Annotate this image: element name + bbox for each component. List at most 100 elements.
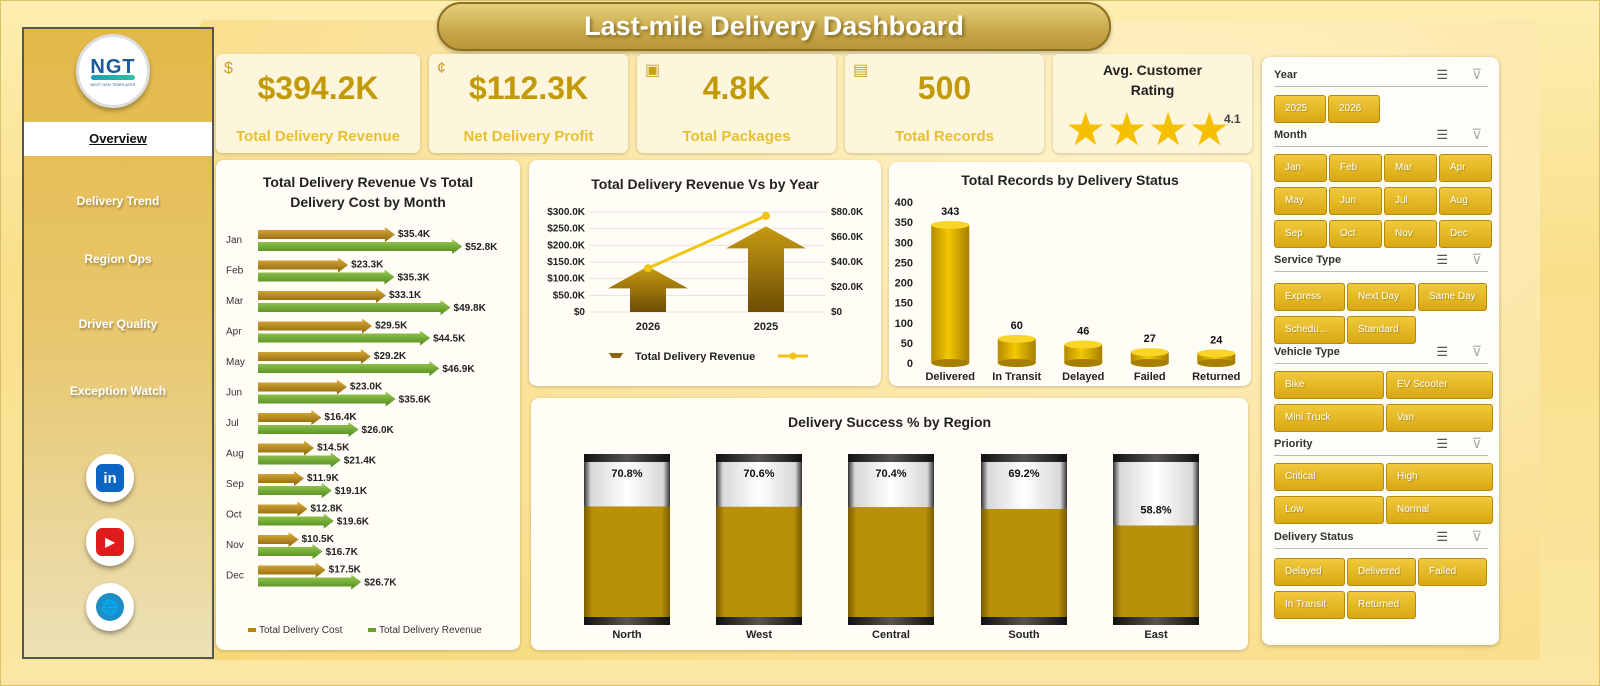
slicer-button[interactable]: Bike	[1274, 371, 1384, 399]
clear-filter-icon[interactable]: ⊽	[1471, 251, 1482, 267]
slicer-header: Delivery Status ☰ ⊽	[1274, 527, 1488, 549]
y-tick-label: 0	[907, 358, 913, 370]
star-icon: ★	[1188, 103, 1230, 155]
cost-data-label: $29.5K	[375, 321, 408, 332]
multi-select-icon[interactable]: ☰	[1436, 252, 1448, 267]
status-data-label: 46	[1077, 325, 1089, 337]
clear-filter-icon[interactable]: ⊽	[1471, 435, 1482, 451]
status-bar	[931, 224, 970, 363]
revenue-bar	[258, 361, 440, 376]
nav-driver-quality[interactable]: Driver Quality	[78, 317, 158, 331]
slicer-button[interactable]: Oct	[1329, 220, 1382, 248]
status-bar-base	[1197, 359, 1236, 367]
slicer-button[interactable]: 2026	[1328, 95, 1380, 123]
slicer-button[interactable]: Jan	[1274, 154, 1327, 182]
revenue-column	[726, 226, 806, 312]
cost-data-label: $35.4K	[398, 229, 431, 240]
clear-filter-icon[interactable]: ⊽	[1471, 126, 1482, 142]
revenue-bar	[258, 544, 323, 559]
nav-region-ops[interactable]: Region Ops	[84, 252, 152, 266]
region-bar	[1113, 525, 1199, 619]
slicer-button[interactable]: Delayed	[1274, 558, 1345, 586]
x-tick-label: Central	[872, 629, 910, 641]
region-cap-top	[981, 454, 1067, 462]
slicer-button[interactable]: Next Day	[1347, 283, 1416, 311]
revenue-data-label: $35.6K	[399, 395, 432, 406]
multi-select-icon[interactable]: ☰	[1436, 529, 1448, 544]
youtube-button[interactable]: ▶	[86, 518, 134, 566]
cost-bar	[258, 410, 322, 425]
slicer-button[interactable]: Failed	[1418, 558, 1487, 586]
revenue-bar	[258, 574, 362, 590]
line-series	[647, 214, 767, 270]
slicer-button[interactable]: Mini Truck	[1274, 404, 1384, 432]
logo-subtitle: NEXT GEN TEMPLATES	[90, 81, 136, 87]
slicer-button[interactable]: Mar	[1384, 154, 1437, 182]
slicer-button[interactable]: Jun	[1329, 187, 1382, 215]
records-icon: ▤	[853, 62, 869, 79]
revenue-bar	[258, 391, 396, 407]
slicer-button[interactable]: Dec	[1439, 220, 1492, 248]
region-cap-bottom	[981, 617, 1067, 625]
slicer-button[interactable]: High	[1386, 463, 1493, 491]
slicer-button[interactable]: Nov	[1384, 220, 1437, 248]
cost-data-label: $17.5K	[329, 565, 362, 576]
month-tick-label: Nov	[226, 540, 244, 551]
legend-cost-label: Total Delivery Cost	[259, 625, 343, 636]
clear-filter-icon[interactable]: ⊽	[1471, 528, 1482, 544]
slicer-button[interactable]: Apr	[1439, 154, 1492, 182]
clear-filter-icon[interactable]: ⊽	[1471, 66, 1482, 82]
multi-select-icon[interactable]: ☰	[1436, 344, 1448, 359]
nav-delivery-trend[interactable]: Delivery Trend	[76, 194, 160, 208]
chart-title: Total Delivery Revenue Vs by Year	[591, 176, 819, 192]
revenue-data-label: $49.8K	[454, 303, 487, 314]
y-left-tick-label: $0	[574, 307, 586, 318]
kpi-total-revenue: $ $394.2K Total Delivery Revenue	[216, 54, 420, 153]
slicer-button[interactable]: Standard	[1347, 316, 1416, 344]
kpi-total-packages: ▣ 4.8K Total Packages	[637, 54, 836, 153]
slicer-button[interactable]: Critical	[1274, 463, 1384, 491]
slicer-button[interactable]: Delivered	[1347, 558, 1416, 586]
revenue-bar	[258, 422, 359, 437]
slicer-button[interactable]: Schedu...	[1274, 316, 1345, 344]
multi-select-icon[interactable]: ☰	[1436, 436, 1448, 451]
website-button[interactable]: 🌐	[86, 583, 134, 631]
status-bar-top	[931, 220, 970, 229]
slicer-button[interactable]: Jul	[1384, 187, 1437, 215]
slicer-button[interactable]: Feb	[1329, 154, 1382, 182]
rating-stars: ★ ★ ★ ★	[1065, 106, 1230, 152]
cost-bar	[258, 349, 371, 364]
region-bar	[848, 507, 934, 619]
linkedin-icon: in	[96, 464, 124, 492]
slicer-button[interactable]: May	[1274, 187, 1327, 215]
region-data-label: 70.8%	[611, 468, 642, 480]
revenue-data-label: $26.0K	[362, 425, 395, 436]
y-right-tick-label: $20.0K	[831, 282, 864, 293]
slicer-button[interactable]: 2025	[1274, 95, 1326, 123]
nav-exception-watch[interactable]: Exception Watch	[69, 384, 167, 398]
slicer-button[interactable]: Aug	[1439, 187, 1492, 215]
slicer-button[interactable]: Low	[1274, 496, 1384, 524]
slicer-button[interactable]: Van	[1386, 404, 1493, 432]
slicer-button[interactable]: Same Day	[1418, 283, 1487, 311]
cost-data-label: $33.1K	[389, 290, 422, 301]
status-bar-top	[1197, 349, 1236, 358]
slicer-button[interactable]: Sep	[1274, 220, 1327, 248]
slicer-button[interactable]: In Transit	[1274, 591, 1345, 619]
slicer-button[interactable]: EV Scooter	[1386, 371, 1493, 399]
cost-data-label: $16.4K	[324, 412, 357, 423]
revenue-bar	[258, 239, 463, 254]
kpi-value: $394.2K	[257, 70, 379, 106]
multi-select-icon[interactable]: ☰	[1436, 67, 1448, 82]
nav-overview[interactable]: Overview	[24, 122, 212, 156]
slicer-button[interactable]: Returned	[1347, 591, 1416, 619]
multi-select-icon[interactable]: ☰	[1436, 127, 1448, 142]
slicer-button[interactable]: Normal	[1386, 496, 1493, 524]
slicer-button[interactable]: Express	[1274, 283, 1345, 311]
status-chart-svg: 0 50 100 150 200 250 300 350 400 343 Delivered 60 In…	[895, 197, 1241, 383]
month-tick-label: Apr	[226, 327, 242, 338]
clear-filter-icon[interactable]: ⊽	[1471, 343, 1482, 359]
linkedin-button[interactable]: in	[86, 454, 134, 502]
cost-bar	[258, 471, 305, 486]
month-tick-label: Feb	[226, 266, 244, 277]
